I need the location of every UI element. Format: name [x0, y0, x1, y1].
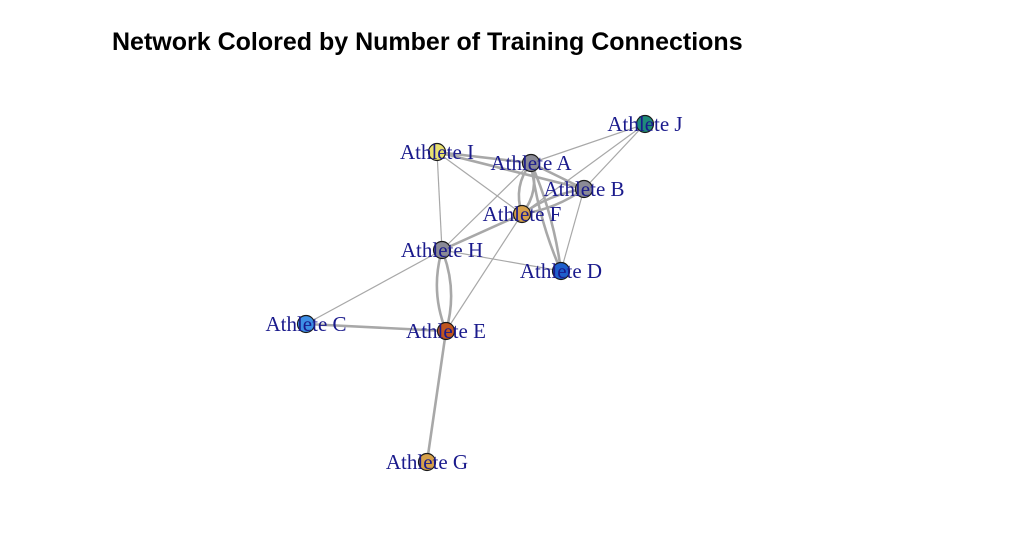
node-layer [296, 114, 655, 472]
node-label-h: Athlete H [401, 238, 483, 262]
node-label-a: Athlete A [490, 151, 572, 175]
edge-i-f [436, 151, 523, 215]
node-b [574, 179, 594, 199]
node-label-j: Athlete J [607, 112, 682, 136]
edge-a-b [530, 161, 585, 191]
node-f [512, 204, 532, 224]
edge-b-j [583, 123, 646, 190]
edge-a-h [441, 162, 532, 251]
node-label-b: Athlete B [543, 177, 624, 201]
node-i [427, 142, 447, 162]
edge-j-f [521, 123, 646, 215]
node-e [436, 321, 456, 341]
node-h [432, 240, 452, 260]
edge-h-d [441, 249, 562, 272]
edge-f-e [445, 213, 523, 332]
edge-a-j [530, 123, 646, 164]
node-label-e: Athlete E [406, 319, 486, 343]
edge-i-a [436, 150, 532, 165]
edge-c-e [305, 322, 447, 333]
node-d [551, 261, 571, 281]
node-label-f: Athlete F [483, 202, 562, 226]
node-c [296, 314, 316, 334]
node-label-d: Athlete D [520, 259, 602, 283]
edge-layer [305, 123, 646, 463]
node-label-i: Athlete I [400, 140, 474, 164]
edge-b-d [560, 188, 585, 272]
node-label-c: Athlete C [265, 312, 346, 336]
edge-f-h [441, 212, 523, 252]
node-j [635, 114, 655, 134]
edge-i-b [436, 150, 585, 191]
node-label-g: Athlete G [386, 450, 468, 474]
node-a [521, 153, 541, 173]
edge-i-h [436, 151, 443, 251]
edge-h-c [305, 249, 443, 325]
edge-a-d [529, 162, 563, 272]
edge-a-d [529, 162, 563, 272]
edge-e-g [425, 330, 448, 463]
node-g [417, 452, 437, 472]
chart-title: Network Colored by Number of Training Co… [112, 28, 743, 56]
